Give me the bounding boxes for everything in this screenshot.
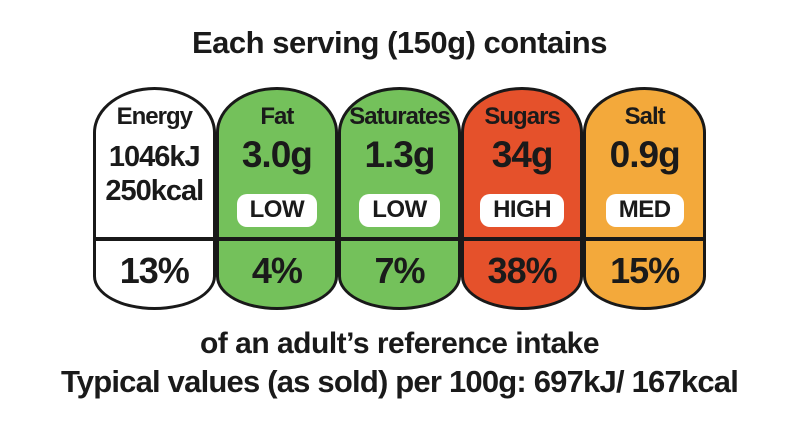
nutrient-name-saturates: Saturates <box>349 103 450 130</box>
nutrient-pill-fat: Fat 3.0g LOW 4% <box>215 87 339 310</box>
salt-percent: 15% <box>586 237 703 307</box>
pill-main-saturates: Saturates 1.3g LOW <box>341 90 458 237</box>
fat-level-badge: LOW <box>236 193 318 227</box>
nutrient-pill-sugars: Sugars 34g HIGH 38% <box>460 87 584 310</box>
saturates-level-badge: LOW <box>359 193 440 227</box>
pill-main-energy: Energy 1046kJ 250kcal <box>96 90 213 237</box>
pill-main-fat: Fat 3.0g LOW <box>219 90 336 237</box>
serving-title: Each serving (150g) contains <box>192 25 607 60</box>
salt-amount: 0.9g <box>609 134 681 175</box>
nutrient-pill-saturates: Saturates 1.3g LOW 7% <box>338 87 461 310</box>
fat-amount: 3.0g <box>241 134 313 175</box>
pill-main-salt: Salt 0.9g MED <box>586 90 703 237</box>
energy-percent: 13% <box>96 237 213 307</box>
reference-intake-note: of an adult’s reference intake <box>199 327 600 360</box>
energy-kj-value: 1046kJ <box>108 141 201 173</box>
typical-values-note: Typical values (as sold) per 100g: 697kJ… <box>60 364 739 399</box>
salt-level-badge: MED <box>605 193 684 227</box>
sugars-percent: 38% <box>463 237 581 307</box>
energy-values: 1046kJ 250kcal <box>105 140 204 208</box>
nutrient-pill-salt: Salt 0.9g MED 15% <box>583 87 706 310</box>
traffic-light-row: Energy 1046kJ 250kcal 13% Fat 3.0g LOW 4… <box>93 87 706 310</box>
saturates-percent: 7% <box>341 237 458 307</box>
nutrient-name-salt: Salt <box>624 103 666 130</box>
saturates-amount: 1.3g <box>364 134 435 175</box>
nutrient-pill-energy: Energy 1046kJ 250kcal 13% <box>93 87 216 310</box>
pill-main-sugars: Sugars 34g HIGH <box>464 90 581 237</box>
energy-kcal-value: 250kcal <box>105 175 204 208</box>
fat-percent: 4% <box>218 237 336 307</box>
nutrient-name-sugars: Sugars <box>484 103 560 130</box>
sugars-level-badge: HIGH <box>480 193 565 227</box>
sugars-amount: 34g <box>491 134 554 175</box>
nutrient-name-energy: Energy <box>116 103 193 130</box>
nutrient-name-fat: Fat <box>260 103 294 130</box>
